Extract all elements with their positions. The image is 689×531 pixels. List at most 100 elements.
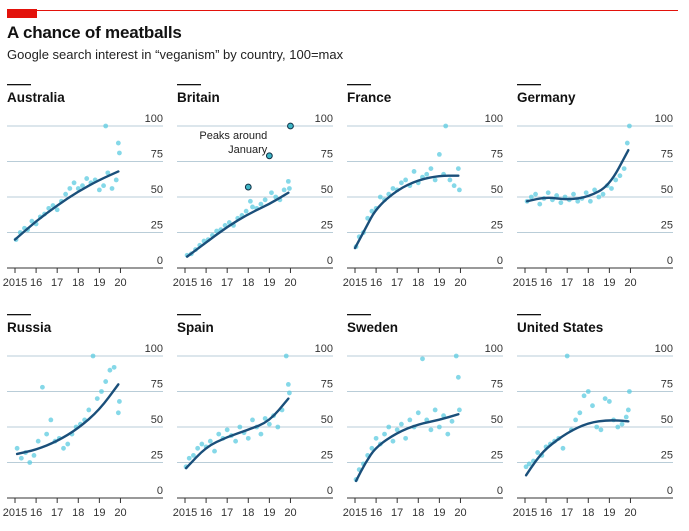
data-point [250, 204, 255, 210]
data-point [436, 152, 442, 157]
data-point [523, 464, 529, 470]
data-point [216, 431, 222, 437]
x-tick-label: 16 [200, 507, 212, 519]
data-point [560, 445, 566, 451]
data-point [545, 190, 551, 196]
data-point [573, 417, 579, 423]
data-point [71, 180, 77, 186]
panel-title-dash [177, 314, 201, 316]
y-tick-label: 0 [497, 485, 503, 497]
data-point [283, 353, 289, 359]
data-point [619, 421, 625, 427]
data-point [390, 438, 396, 444]
y-tick-label: 75 [321, 379, 333, 391]
data-point [99, 389, 104, 394]
panel-title-dash [347, 84, 371, 86]
data-point [80, 183, 85, 189]
data-point [40, 384, 45, 390]
data-point [65, 441, 71, 447]
panel-britain: Britain 0 25 50 75 100 2015 16 17 18 19 20 Peaks aro… [173, 84, 333, 289]
data-point [44, 431, 50, 437]
panel-title-dash [517, 84, 541, 86]
y-tick-label: 100 [145, 343, 163, 355]
y-tick-label: 0 [157, 485, 163, 497]
x-tick-label: 17 [221, 507, 233, 519]
data-point [600, 191, 606, 197]
y-tick-label: 100 [315, 113, 333, 125]
data-point [457, 407, 462, 413]
panel-title-dash [7, 314, 31, 316]
data-point [386, 424, 392, 430]
data-point [598, 427, 604, 433]
x-tick-label: 2015 [173, 277, 197, 289]
data-point [117, 150, 122, 156]
y-tick-label: 50 [661, 414, 673, 426]
x-tick-label: 2015 [3, 277, 27, 289]
data-point [526, 461, 532, 467]
data-point [373, 435, 379, 441]
data-point [237, 424, 243, 430]
x-tick-label: 17 [51, 507, 63, 519]
annotation-line: Peaks around [199, 130, 267, 142]
data-point [258, 431, 264, 437]
data-point [29, 218, 35, 224]
y-tick-label: 25 [321, 220, 333, 232]
x-tick-label: 17 [561, 277, 573, 289]
peak-point [244, 183, 252, 191]
panel-title-dash [7, 84, 31, 86]
x-tick-label: 20 [454, 277, 466, 289]
data-point [115, 140, 121, 146]
panel-russia: Russia 0 25 50 75 100 2015 16 17 18 19 20 [3, 314, 163, 519]
panel-germany: Germany 0 25 50 75 100 2015 16 17 18 19 20 [513, 84, 673, 289]
data-point [564, 353, 570, 359]
data-point [14, 445, 20, 451]
x-tick-label: 18 [72, 507, 84, 519]
panel-france: France 0 25 50 75 100 2015 16 17 18 19 20 [343, 84, 503, 289]
data-point [224, 427, 230, 433]
data-point [287, 186, 292, 191]
data-point [403, 177, 409, 183]
data-point [275, 424, 281, 430]
x-tick-label: 16 [540, 277, 552, 289]
data-point [111, 364, 117, 370]
data-point [537, 201, 543, 207]
data-point [587, 198, 593, 204]
panel-spain: Spain 0 25 50 75 100 2015 16 17 18 19 20 [173, 314, 333, 519]
data-point [186, 455, 192, 461]
data-point [455, 374, 461, 380]
data-point [27, 460, 33, 465]
data-point [449, 418, 455, 424]
data-point [212, 448, 217, 454]
data-point [581, 393, 587, 399]
y-tick-label: 0 [327, 485, 333, 497]
panel-title-dash [517, 314, 541, 316]
data-point [411, 169, 417, 174]
y-tick-label: 25 [151, 220, 163, 232]
data-point [617, 173, 623, 179]
x-tick-label: 2015 [3, 507, 27, 519]
data-point [441, 413, 446, 419]
data-point [445, 431, 451, 437]
data-point [627, 389, 632, 394]
data-point [67, 186, 73, 191]
y-tick-label: 25 [151, 450, 163, 462]
data-point [101, 183, 106, 189]
x-tick-label: 19 [93, 507, 105, 519]
data-point [420, 356, 425, 362]
data-point [199, 441, 205, 447]
x-tick-label: 19 [263, 277, 275, 289]
y-tick-label: 25 [661, 220, 673, 232]
data-point [35, 438, 41, 444]
data-point [281, 187, 287, 193]
trend-line [354, 413, 460, 483]
panel-title-dash [347, 314, 371, 316]
accent-rule [7, 10, 678, 11]
data-point [571, 191, 576, 197]
data-point [554, 193, 560, 198]
accent-tag [7, 9, 37, 18]
data-point [592, 187, 597, 193]
panel-title-dash [177, 84, 201, 86]
y-tick-label: 50 [151, 414, 163, 426]
data-point [63, 191, 69, 197]
data-point [390, 186, 396, 191]
